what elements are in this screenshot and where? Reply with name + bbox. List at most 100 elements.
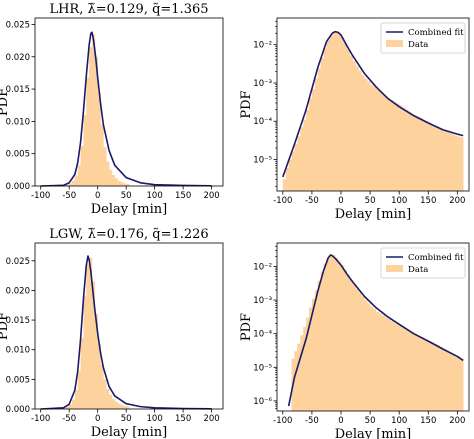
histogram-bar [80, 337, 84, 409]
histogram-bar [416, 116, 420, 191]
histogram-bar [335, 31, 339, 191]
x-tick-label: -50 [305, 416, 319, 426]
histogram-bar [405, 329, 409, 411]
x-tick-label: 150 [420, 196, 436, 206]
x-axis-label: Delay [min] [335, 427, 412, 439]
histogram-bar [390, 320, 394, 411]
panel-lgw-linear: -100 -50 0 50 100 150 200 0.000 0.005 0.010 0.015 0… [0, 227, 224, 439]
histogram-bar [94, 314, 98, 409]
histogram-bar [373, 308, 377, 411]
legend-data-swatch [386, 40, 403, 47]
y-tick-label: 0.005 [6, 375, 30, 385]
y-axis-label: PDF [239, 313, 254, 341]
histogram-bars [63, 34, 130, 187]
histogram-bar [343, 43, 348, 192]
histogram-bar [407, 331, 412, 411]
histogram-bar [69, 404, 73, 409]
histogram-bar [332, 32, 336, 191]
histogram-bar [335, 257, 339, 411]
histogram-bar [373, 86, 377, 191]
histogram-bar [332, 254, 336, 411]
histogram-bar [355, 65, 359, 191]
histogram-bar [317, 68, 321, 191]
histogram-bar [364, 78, 368, 191]
histogram-bar [94, 56, 98, 186]
x-tick-label: 0 [338, 196, 343, 206]
histogram-bar [77, 371, 81, 409]
histogram-bar [300, 127, 304, 191]
histogram-bars [63, 257, 130, 409]
chart-title: LGW, λ̃=0.176, q̃=1.226 [49, 227, 208, 242]
histogram-bar [451, 353, 455, 411]
histogram-bar [326, 40, 330, 191]
histogram-bar [367, 81, 371, 191]
histogram-bar [428, 122, 432, 191]
y-tick-label: 0.000 [6, 182, 30, 192]
histogram-bar [317, 280, 321, 411]
y-tick-label: 0.010 [6, 117, 30, 127]
histogram-bar [431, 342, 435, 411]
histogram-bar [323, 48, 327, 191]
histogram-bar [367, 303, 371, 411]
y-tick-label: 0.020 [6, 53, 30, 63]
x-tick-label: 150 [420, 416, 436, 426]
histogram-bar [320, 271, 324, 411]
histogram-bar [329, 254, 333, 411]
histogram-bar [74, 175, 79, 186]
histogram-bar [326, 257, 330, 411]
x-tick-label: 50 [121, 414, 132, 424]
histogram-bar [69, 183, 73, 186]
histogram-bar [419, 336, 423, 411]
x-axis-label: Delay [min] [91, 425, 168, 439]
histogram-bar [442, 349, 447, 411]
histogram-bar [378, 313, 383, 411]
y-tick-label: 0.000 [6, 405, 30, 415]
x-tick-label: -50 [305, 196, 319, 206]
histogram-bar [106, 161, 110, 186]
x-tick-label: 200 [203, 414, 219, 424]
x-tick-label: 50 [121, 191, 132, 201]
histogram-bar [343, 270, 348, 411]
x-tick-label: 0 [338, 416, 343, 426]
histogram-bar [117, 403, 121, 409]
histogram-bar [91, 281, 96, 409]
x-tick-label: 150 [175, 414, 191, 424]
histogram-bar [457, 357, 461, 411]
histogram-bar [425, 339, 429, 411]
histogram-bar [405, 109, 409, 191]
histogram-bar [120, 404, 124, 409]
fit-line [40, 255, 212, 410]
histogram-bar [320, 58, 324, 191]
histogram-bar [358, 292, 362, 411]
histogram-bar [375, 311, 380, 411]
y-tick-label: 10⁻³ [253, 296, 272, 306]
histogram-bar [381, 315, 385, 411]
histogram-bar [399, 105, 403, 191]
histogram-bar [114, 178, 118, 186]
histogram-bar [74, 390, 79, 409]
histogram-bar [89, 47, 93, 186]
histogram-bar [434, 126, 438, 191]
histogram-bars [291, 254, 464, 411]
histogram-bar [285, 167, 289, 191]
y-tick-label: 0.005 [6, 150, 30, 160]
histogram-bar [352, 284, 356, 411]
y-axis-label: PDF [0, 312, 11, 340]
histogram-bar [384, 317, 388, 411]
y-tick-label: 0.025 [6, 20, 30, 30]
histogram-bar [448, 352, 452, 411]
histogram-bar [434, 343, 438, 411]
histogram-bar [83, 296, 87, 409]
histogram-bar [111, 175, 116, 186]
histogram-bar [442, 129, 447, 191]
histogram-bar [126, 184, 130, 186]
histogram-bar [86, 263, 90, 409]
histogram-bar [349, 55, 353, 191]
histogram-bar [410, 113, 415, 191]
x-tick-label: -100 [31, 414, 50, 424]
histogram-bar [422, 119, 426, 191]
histogram-bar [291, 151, 295, 191]
histogram-bar [364, 300, 368, 411]
x-tick-label: 0 [95, 414, 100, 424]
fit-line [282, 30, 464, 178]
